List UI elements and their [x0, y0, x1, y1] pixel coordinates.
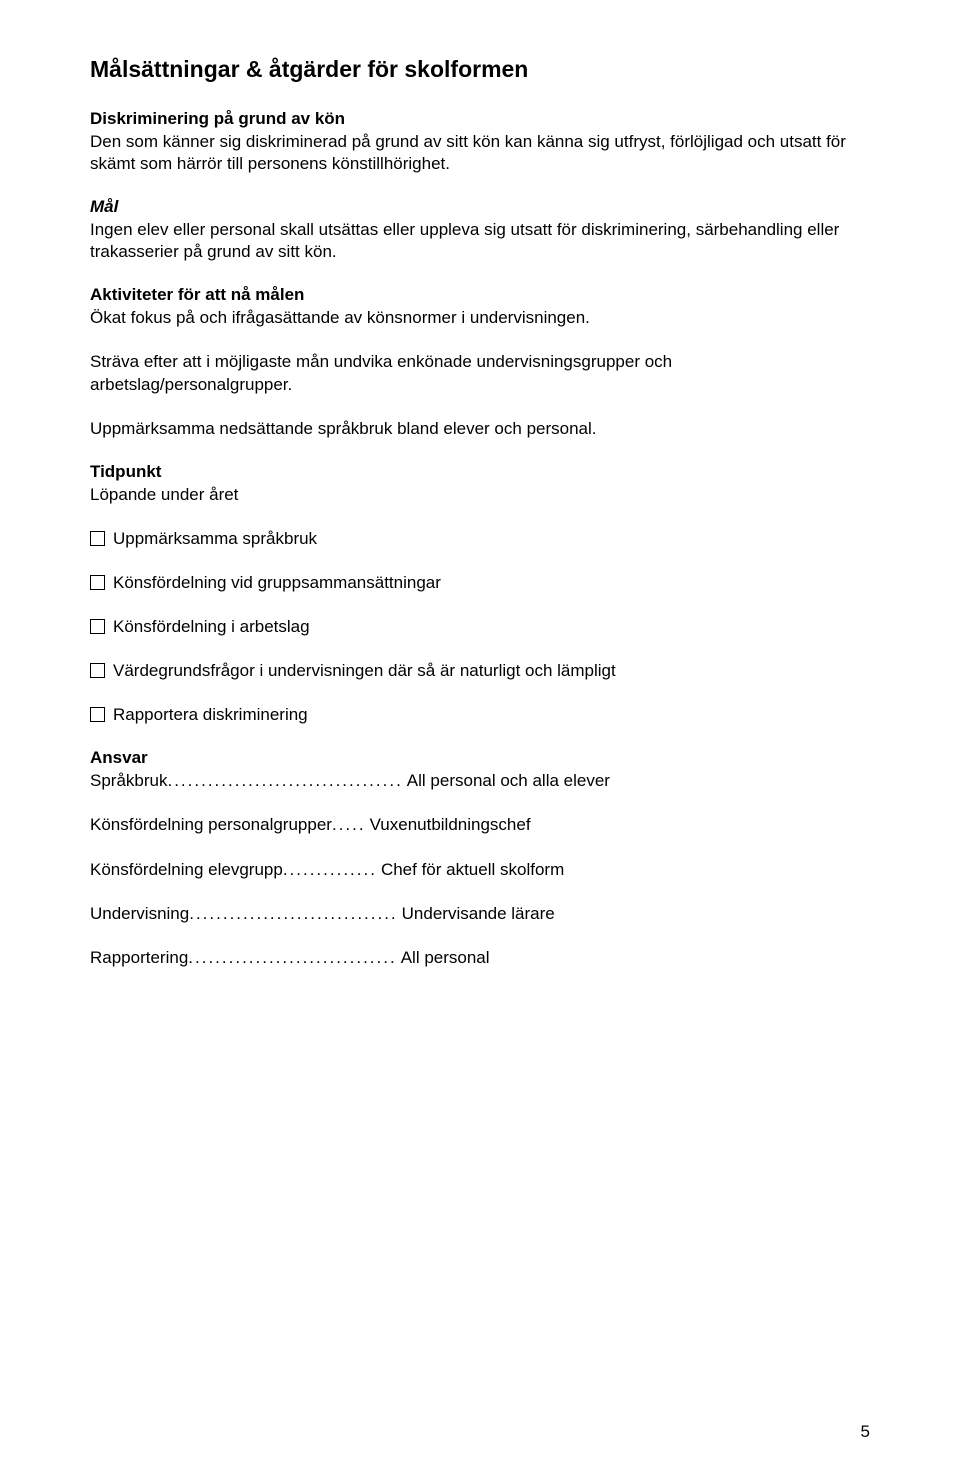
- checkbox-icon: [90, 663, 105, 678]
- checkbox-icon: [90, 619, 105, 634]
- dot-leader: ...............................: [188, 947, 396, 969]
- checkbox-icon: [90, 575, 105, 590]
- dot-leader: ..............: [283, 859, 377, 881]
- page-number: 5: [861, 1422, 870, 1442]
- activities-p3: Uppmärksamma nedsättande språkbruk bland…: [90, 418, 870, 440]
- responsibility-key: Rapportering: [90, 947, 188, 969]
- responsibility-row: Språkbruk ..............................…: [90, 770, 870, 792]
- dot-leader: ...................................: [167, 770, 402, 792]
- activities-p1: Ökat fokus på och ifrågasättande av köns…: [90, 307, 870, 329]
- checklist-item: Rapportera diskriminering: [90, 704, 870, 726]
- responsibility-value: Undervisande lärare: [398, 903, 555, 925]
- checklist-item: Uppmärksamma språkbruk: [90, 528, 870, 550]
- checklist-item-label: Rapportera diskriminering: [113, 704, 308, 726]
- responsibility-row: Könsfördelning personalgrupper ..... Vux…: [90, 814, 870, 836]
- responsibility-key: Undervisning: [90, 903, 189, 925]
- checklist-item-label: Uppmärksamma språkbruk: [113, 528, 317, 550]
- checklist: Uppmärksamma språkbruk Könsfördelning vi…: [90, 528, 870, 726]
- section-heading-responsibility: Ansvar: [90, 748, 870, 768]
- checkbox-icon: [90, 707, 105, 722]
- section-body-timing: Löpande under året: [90, 484, 870, 506]
- responsibility-value: Chef för aktuell skolform: [377, 859, 564, 881]
- checklist-item: Könsfördelning vid gruppsammansättningar: [90, 572, 870, 594]
- page-title: Målsättningar & åtgärder för skolformen: [90, 56, 870, 83]
- section-heading-goal: Mål: [90, 197, 870, 217]
- responsibility-row: Könsfördelning elevgrupp .............. …: [90, 859, 870, 881]
- responsibility-value: All personal och alla elever: [403, 770, 610, 792]
- section-heading-activities: Aktiviteter för att nå målen: [90, 285, 870, 305]
- dot-leader: .....: [332, 814, 366, 836]
- checklist-item-label: Värdegrundsfrågor i undervisningen där s…: [113, 660, 616, 682]
- dot-leader: ...............................: [189, 903, 397, 925]
- responsibility-key: Könsfördelning personalgrupper: [90, 814, 332, 836]
- responsibility-value: Vuxenutbildningschef: [366, 814, 531, 836]
- section-body-goal: Ingen elev eller personal skall utsättas…: [90, 219, 870, 263]
- checklist-item-label: Könsfördelning i arbetslag: [113, 616, 310, 638]
- checklist-item: Könsfördelning i arbetslag: [90, 616, 870, 638]
- document-page: Målsättningar & åtgärder för skolformen …: [0, 0, 960, 1478]
- activities-p2: Sträva efter att i möjligaste mån undvik…: [90, 351, 870, 395]
- checkbox-icon: [90, 531, 105, 546]
- responsibility-row: Undervisning ...........................…: [90, 903, 870, 925]
- section-body-discrimination: Den som känner sig diskriminerad på grun…: [90, 131, 870, 175]
- checklist-item: Värdegrundsfrågor i undervisningen där s…: [90, 660, 870, 682]
- responsibility-value: All personal: [397, 947, 490, 969]
- checklist-item-label: Könsfördelning vid gruppsammansättningar: [113, 572, 441, 594]
- responsibility-key: Språkbruk: [90, 770, 167, 792]
- section-heading-timing: Tidpunkt: [90, 462, 870, 482]
- responsibility-row: Rapportering ...........................…: [90, 947, 870, 969]
- responsibility-key: Könsfördelning elevgrupp: [90, 859, 283, 881]
- section-heading-discrimination: Diskriminering på grund av kön: [90, 109, 870, 129]
